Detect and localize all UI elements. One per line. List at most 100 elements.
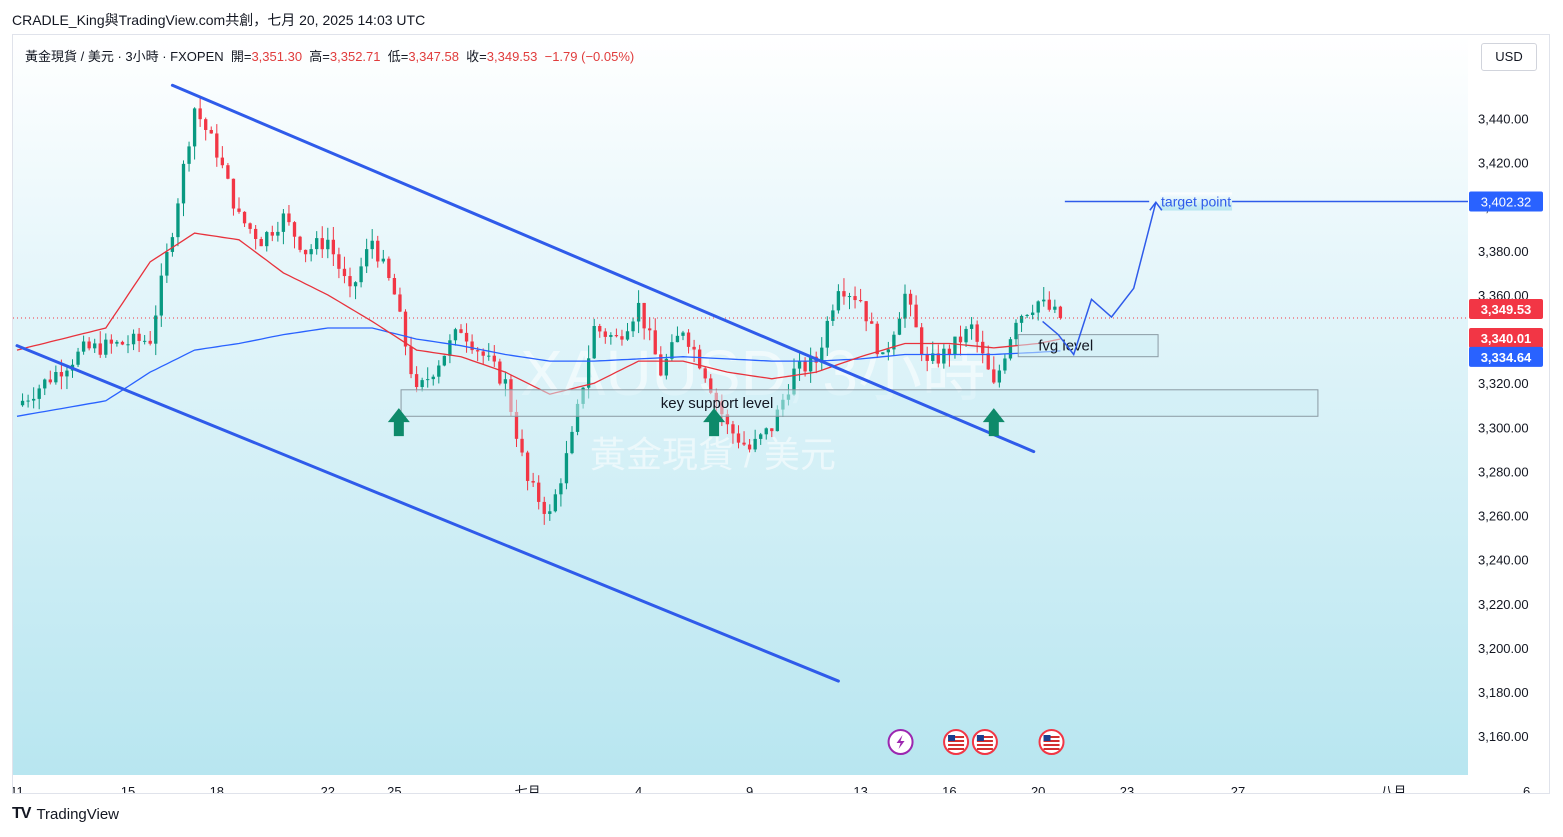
candle-up: [26, 400, 30, 402]
candle-up: [797, 361, 802, 369]
candle-down: [725, 414, 730, 425]
zone-box-0[interactable]: [400, 389, 1319, 417]
candle-down: [292, 222, 297, 237]
flag-stripe: [976, 744, 993, 746]
flash-icon-bolt: [896, 735, 905, 749]
candle-up: [181, 163, 186, 204]
candle-up: [281, 213, 286, 232]
candle-down: [342, 268, 347, 277]
candle-down: [986, 353, 990, 370]
candle-up: [165, 251, 169, 276]
candle-up: [159, 275, 163, 316]
footer-brand[interactable]: TradingView: [36, 805, 119, 823]
candle-down: [204, 119, 208, 130]
candle-up: [364, 249, 369, 267]
candle-up: [820, 347, 824, 363]
flag-canton: [1043, 735, 1051, 741]
candle-down: [709, 378, 713, 393]
candle-down: [48, 379, 52, 383]
y-tick-label: 3,160.00: [1478, 729, 1529, 744]
candle-up: [570, 431, 574, 454]
candle-up: [764, 428, 768, 435]
candle-up: [592, 326, 596, 359]
candle-up: [586, 358, 591, 388]
currency-button[interactable]: USD: [1481, 43, 1537, 71]
candle-up: [115, 341, 119, 344]
candle-up: [892, 334, 896, 350]
candle-down: [747, 444, 752, 450]
price-tag: [1469, 328, 1543, 349]
candle-down: [736, 433, 741, 443]
x-tick-label: 18: [210, 784, 224, 794]
x-tick-label: 25: [387, 784, 401, 794]
candle-up: [37, 388, 41, 399]
candle-down: [226, 165, 230, 179]
zone-box-1[interactable]: [1017, 334, 1159, 358]
x-tick-label: 27: [1231, 784, 1245, 794]
candle-up: [448, 340, 452, 356]
candle-up: [825, 320, 829, 348]
candle-up: [1025, 314, 1029, 316]
candle-down: [464, 332, 469, 342]
symbol-name[interactable]: 黃金現貨 / 美元 · 3小時 · FXOPEN: [25, 49, 224, 64]
tradingview-logo-icon[interactable]: TV: [12, 805, 31, 822]
x-tick-label: 11: [13, 784, 24, 794]
candle-down: [936, 353, 940, 364]
candle-up: [154, 315, 158, 344]
candle-up: [953, 336, 957, 355]
flag-stripe: [1043, 744, 1060, 746]
candle-up: [31, 398, 36, 401]
candle-down: [414, 374, 419, 388]
candle-down: [120, 341, 125, 345]
candle-down: [958, 336, 963, 343]
candle-up: [575, 403, 580, 432]
candle-up: [675, 335, 680, 343]
x-tick-label: 4: [635, 784, 642, 794]
channel-upper-trendline[interactable]: [170, 83, 1036, 454]
price-tag: [1469, 346, 1543, 367]
candle-up: [176, 203, 180, 238]
candle-down: [514, 411, 519, 439]
candle-up: [1019, 315, 1024, 323]
candle-down: [542, 501, 546, 514]
flag-stripe: [976, 740, 993, 742]
watermark-name: 黃金現貨 / 美元: [590, 434, 836, 475]
candle-down: [770, 428, 774, 432]
candle-up: [1036, 301, 1040, 313]
candle-down: [237, 208, 241, 212]
candle-down: [731, 424, 735, 434]
candle-up: [808, 356, 813, 372]
candle-down: [109, 339, 114, 344]
candle-down: [87, 341, 91, 349]
key-support-label: key support level: [661, 395, 774, 412]
x-tick-label: 15: [121, 784, 135, 794]
candle-down: [981, 341, 985, 354]
candle-down: [858, 300, 863, 302]
candle-down: [642, 302, 646, 329]
flag-stripe: [1043, 748, 1060, 750]
candle-down: [686, 332, 691, 347]
candle-down: [287, 213, 291, 223]
y-tick-label: 3,300.00: [1478, 420, 1529, 435]
flag-stripe: [1043, 740, 1060, 742]
flag-canton: [948, 735, 956, 741]
y-tick-label: 3,200.00: [1478, 641, 1529, 656]
chart-frame[interactable]: XAUUSD, 3小時 黃金現貨 / 美元 key support level fvg…: [12, 34, 1550, 794]
candle-down: [59, 372, 64, 377]
projection-path[interactable]: [1042, 202, 1157, 357]
candle-down: [603, 331, 607, 337]
channel-lower-trendline[interactable]: [15, 344, 840, 683]
candle-down: [620, 336, 624, 340]
low-value: 3,347.58: [408, 49, 459, 64]
x-tick-label: 八月: [1380, 784, 1406, 794]
candle-up: [636, 302, 641, 322]
candle-up: [931, 353, 935, 361]
candle-down: [803, 361, 807, 372]
candle-up: [131, 333, 136, 345]
y-tick-label: 3,440.00: [1478, 111, 1529, 126]
target-label: target point: [1161, 194, 1231, 210]
candle-down: [692, 346, 696, 350]
candle-down: [320, 238, 324, 250]
symbol-header: 黃金現貨 / 美元 · 3小時 · FXOPEN 開=3,351.30 高=3,…: [25, 46, 634, 65]
